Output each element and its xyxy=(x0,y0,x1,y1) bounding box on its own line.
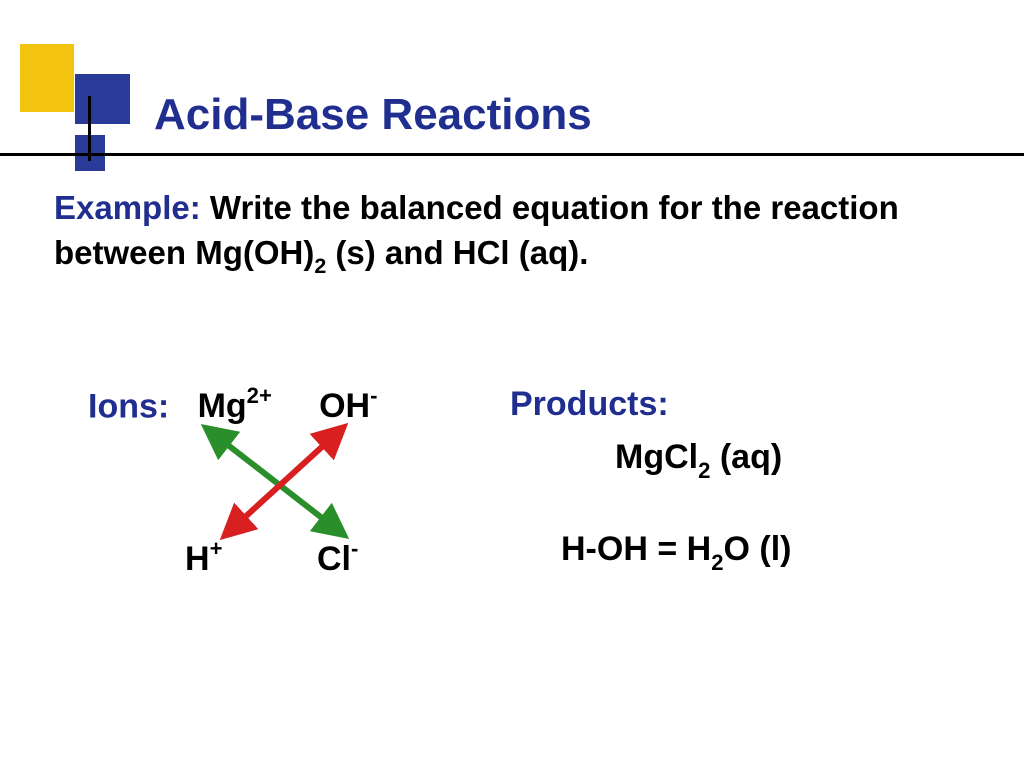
products-label: Products: xyxy=(510,385,669,423)
ions-row2: H+ Cl- xyxy=(185,538,358,579)
deco-yellow-square xyxy=(20,44,74,112)
product-line-2: H-OH = H2O (l) xyxy=(561,530,791,574)
slide-title: Acid-Base Reactions xyxy=(154,90,592,140)
example-sub: 2 xyxy=(314,254,326,278)
cross-arrows xyxy=(185,420,385,545)
example-body-2: (s) and HCl (aq). xyxy=(326,234,588,271)
example-label: Example: xyxy=(54,189,201,226)
deco-blue-square-top xyxy=(75,74,130,124)
horizontal-rule xyxy=(0,153,1024,156)
ions-label: Ions: xyxy=(88,387,169,425)
ion-cl: Cl- xyxy=(317,540,358,578)
example-text: Example: Write the balanced equation for… xyxy=(54,186,984,279)
ion-h: H+ xyxy=(185,540,222,578)
vertical-rule xyxy=(88,96,91,161)
product-line-1: MgCl2 (aq) xyxy=(615,438,782,482)
products-label-block: Products: xyxy=(510,385,669,424)
